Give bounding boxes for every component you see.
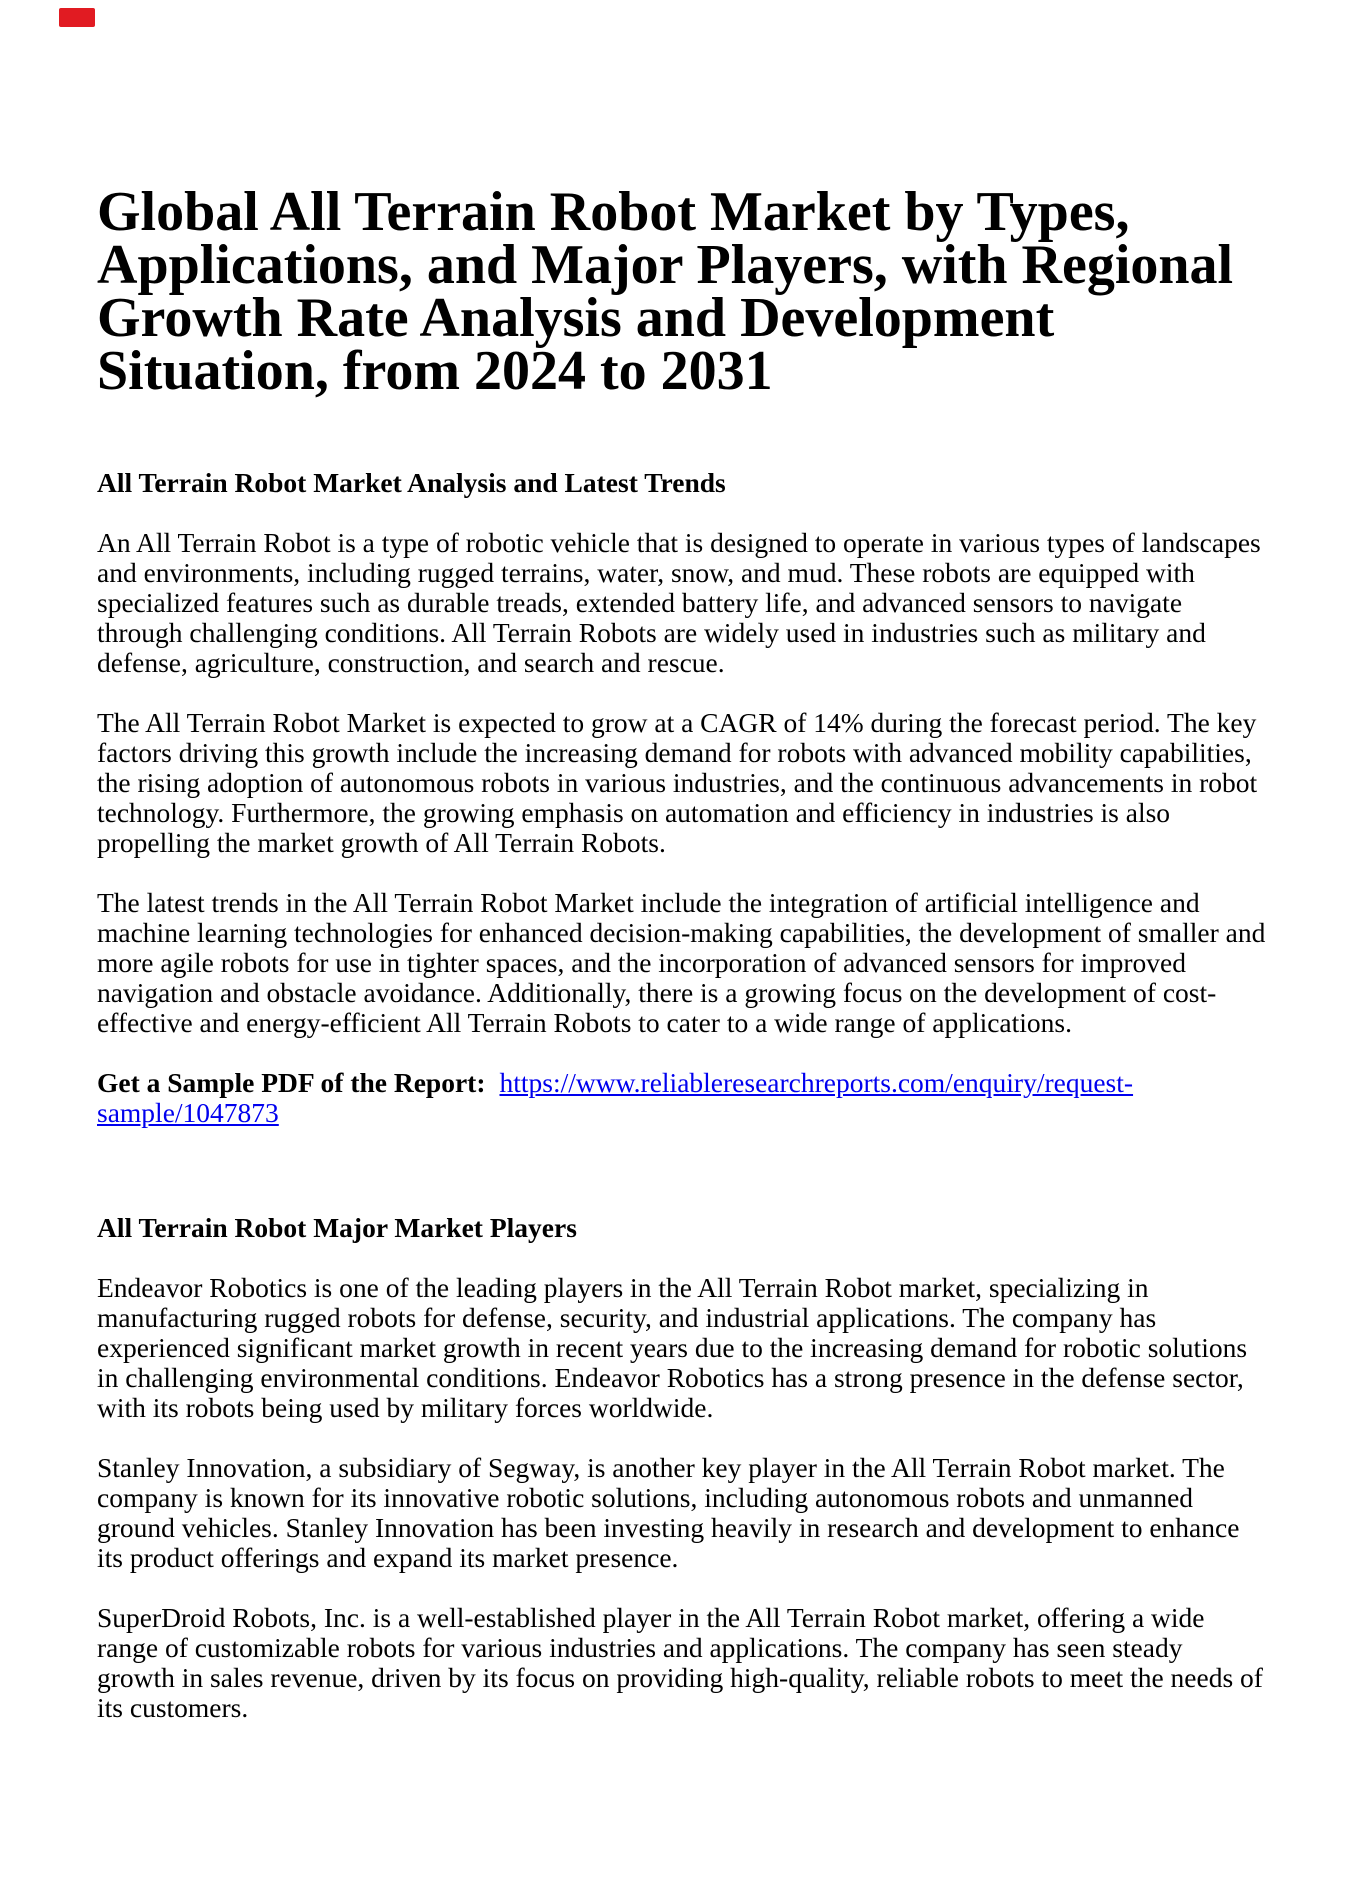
- players-paragraph-superdroid: SuperDroid Robots, Inc. is a well-establ…: [97, 1602, 1263, 1723]
- section-heading-analysis: All Terrain Robot Market Analysis and La…: [97, 467, 726, 498]
- sample-request-link[interactable]: https://www.reliableresearchreports.com/…: [97, 1067, 1134, 1128]
- analysis-paragraph-growth: The All Terrain Robot Market is expected…: [97, 707, 1258, 858]
- sample-pdf-label: Get a Sample PDF of the Report:: [97, 1067, 486, 1098]
- players-paragraph-endeavor: Endeavor Robotics is one of the leading …: [97, 1272, 1248, 1423]
- section-heading-players: All Terrain Robot Major Market Players: [97, 1212, 577, 1243]
- red-logo-mark: [59, 8, 95, 27]
- players-paragraph-stanley: Stanley Innovation, a subsidiary of Segw…: [97, 1452, 1240, 1573]
- analysis-paragraph-overview: An All Terrain Robot is a type of roboti…: [97, 527, 1261, 678]
- sample-cta-line: Get a Sample PDF of the Report: https://w…: [97, 1068, 1312, 1128]
- document-content: Global All Terrain Robot Market by Types…: [97, 181, 1312, 1723]
- analysis-paragraph-trends: The latest trends in the All Terrain Rob…: [97, 887, 1266, 1038]
- report-title: Global All Terrain Robot Market by Types…: [97, 181, 1234, 402]
